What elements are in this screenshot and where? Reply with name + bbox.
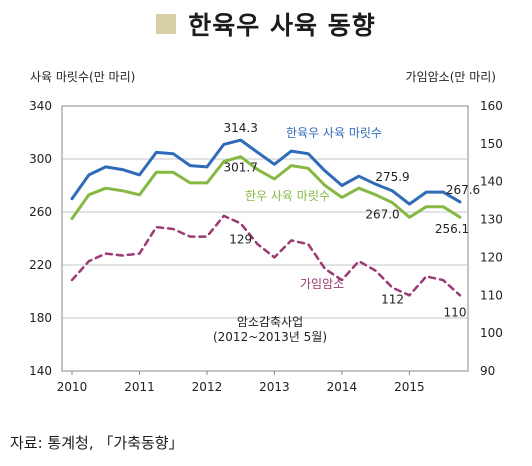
- right-tick-label: 120: [480, 250, 503, 264]
- right-tick-label: 110: [480, 288, 503, 302]
- source-note: 자료: 통계청, 「가축동향」: [10, 434, 184, 452]
- x-tick-label: 2015: [394, 380, 425, 394]
- left-tick-label: 140: [29, 364, 52, 378]
- plot-area: [61, 105, 469, 372]
- series-label: 한우 사육 마릿수: [245, 189, 330, 203]
- right-tick-label: 150: [480, 137, 503, 151]
- left-tick-label: 260: [29, 205, 52, 219]
- x-tick-label: 2012: [192, 380, 223, 394]
- title-square-icon: [156, 14, 177, 34]
- left-tick-label: 180: [29, 311, 52, 325]
- chart-title: 한육우 사육 동향: [188, 11, 376, 40]
- x-axis: 2010 2011 2012 2013 2014 2015: [57, 371, 425, 394]
- left-axis: 140 180 220 260 300 340: [29, 99, 52, 378]
- right-tick-label: 140: [480, 175, 503, 189]
- x-tick-label: 2014: [327, 380, 358, 394]
- right-tick-label: 130: [480, 213, 503, 227]
- data-label: 275.9: [375, 170, 409, 184]
- data-label: 301.7: [224, 161, 258, 175]
- left-tick-label: 220: [29, 258, 52, 272]
- right-tick-label: 90: [480, 364, 495, 378]
- x-tick-label: 2013: [259, 380, 290, 394]
- series-label: 한육우 사육 마릿수: [286, 126, 382, 140]
- data-label: 314.3: [224, 121, 258, 135]
- data-label: 112: [381, 293, 404, 307]
- annotation-line1: 암소감축사업: [237, 315, 303, 329]
- right-axis-label: 가임암소(만 마리): [406, 70, 496, 84]
- left-axis-label: 사육 마릿수(만 마리): [30, 70, 135, 84]
- data-label: 267.6: [446, 183, 480, 197]
- series-line: [70, 214, 462, 297]
- labels-layer: 314.3 275.9 267.6 301.7 267.0 256.1 129 112 110: [224, 121, 481, 319]
- annotation-line2: (2012~2013년 5월): [213, 330, 327, 344]
- left-tick-label: 300: [29, 152, 52, 166]
- x-tick-label: 2010: [57, 380, 88, 394]
- left-tick-label: 340: [29, 99, 52, 113]
- series-line: [70, 155, 462, 221]
- right-tick-label: 100: [480, 326, 503, 340]
- data-label: 129: [229, 232, 252, 246]
- right-axis: 90 100 110 120 130 140 150 160: [480, 99, 503, 378]
- series-line: [70, 138, 462, 206]
- series-label: 가임암소: [300, 277, 344, 291]
- data-label: 110: [444, 305, 467, 319]
- data-label: 256.1: [435, 222, 469, 236]
- chart-title-bar: 한육우 사육 동향: [0, 6, 532, 42]
- data-label: 267.0: [365, 208, 399, 222]
- right-tick-label: 160: [480, 99, 503, 113]
- x-tick-label: 2011: [124, 380, 155, 394]
